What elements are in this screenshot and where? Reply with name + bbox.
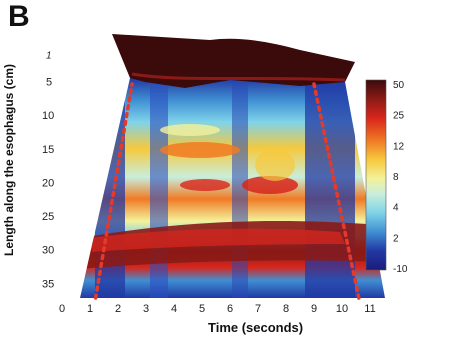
x-tick-label: 2 xyxy=(115,303,121,315)
colorbar-tick-label: 25 xyxy=(393,111,405,122)
colorbar-tick-label: 50 xyxy=(393,80,405,91)
y-tick-label: 10 xyxy=(42,110,54,122)
blue-stripe xyxy=(232,80,248,298)
colorbar-tick-label: 2 xyxy=(393,233,399,244)
x-tick-label: 7 xyxy=(255,303,261,315)
pressure-hotspot xyxy=(255,149,295,181)
upper-sphincter-peak xyxy=(112,34,355,88)
x-axis-ticks: 0 1 2 3 4 5 6 7 8 9 10 11 xyxy=(59,303,376,315)
pressure-hotspot xyxy=(160,142,240,158)
colorbar-ticks: 50 25 12 8 4 2 -10 xyxy=(393,80,408,275)
x-axis-label: Time (seconds) xyxy=(208,320,304,335)
colorbar-tick-label: -10 xyxy=(393,264,408,275)
colorbar-tick-label: 12 xyxy=(393,141,405,152)
y-axis-label: Length along the esophagus (cm) xyxy=(2,63,16,256)
x-tick-label: 8 xyxy=(283,303,289,315)
colorbar-tick-label: 4 xyxy=(393,203,399,214)
upper-sphincter-rim xyxy=(131,72,346,82)
y-tick-label: 15 xyxy=(42,144,54,156)
x-tick-label: 5 xyxy=(199,303,205,315)
marker-line-right xyxy=(312,82,361,300)
x-tick-label: 11 xyxy=(364,303,375,315)
x-tick-label: 10 xyxy=(336,303,348,315)
pressure-hotspot xyxy=(180,179,230,191)
pressure-hotspot xyxy=(160,124,220,136)
x-tick-label: 3 xyxy=(143,303,149,315)
blue-stripe xyxy=(150,80,168,298)
x-tick-label: 4 xyxy=(171,303,177,315)
y-tick-label: 25 xyxy=(42,211,54,223)
y-tick-label: 35 xyxy=(42,278,54,290)
y-tick-label: 1 xyxy=(46,51,52,62)
x-tick-label: 6 xyxy=(227,303,233,315)
panel-label: B xyxy=(8,0,30,33)
colorbar xyxy=(365,79,387,271)
x-tick-label: 1 xyxy=(87,303,93,315)
y-tick-label: 20 xyxy=(42,177,54,189)
pressure-hotspot xyxy=(242,176,298,194)
colorbar-tick-label: 8 xyxy=(393,172,399,183)
marker-line-left xyxy=(93,82,134,300)
y-tick-label: 30 xyxy=(42,245,54,257)
high-pressure-band xyxy=(90,228,345,252)
x-tick-label: 9 xyxy=(311,303,317,315)
surface-detail xyxy=(80,80,385,298)
blue-stripe xyxy=(305,80,355,298)
y-tick-label: 5 xyxy=(46,77,52,89)
x-tick-label: 0 xyxy=(59,303,65,315)
